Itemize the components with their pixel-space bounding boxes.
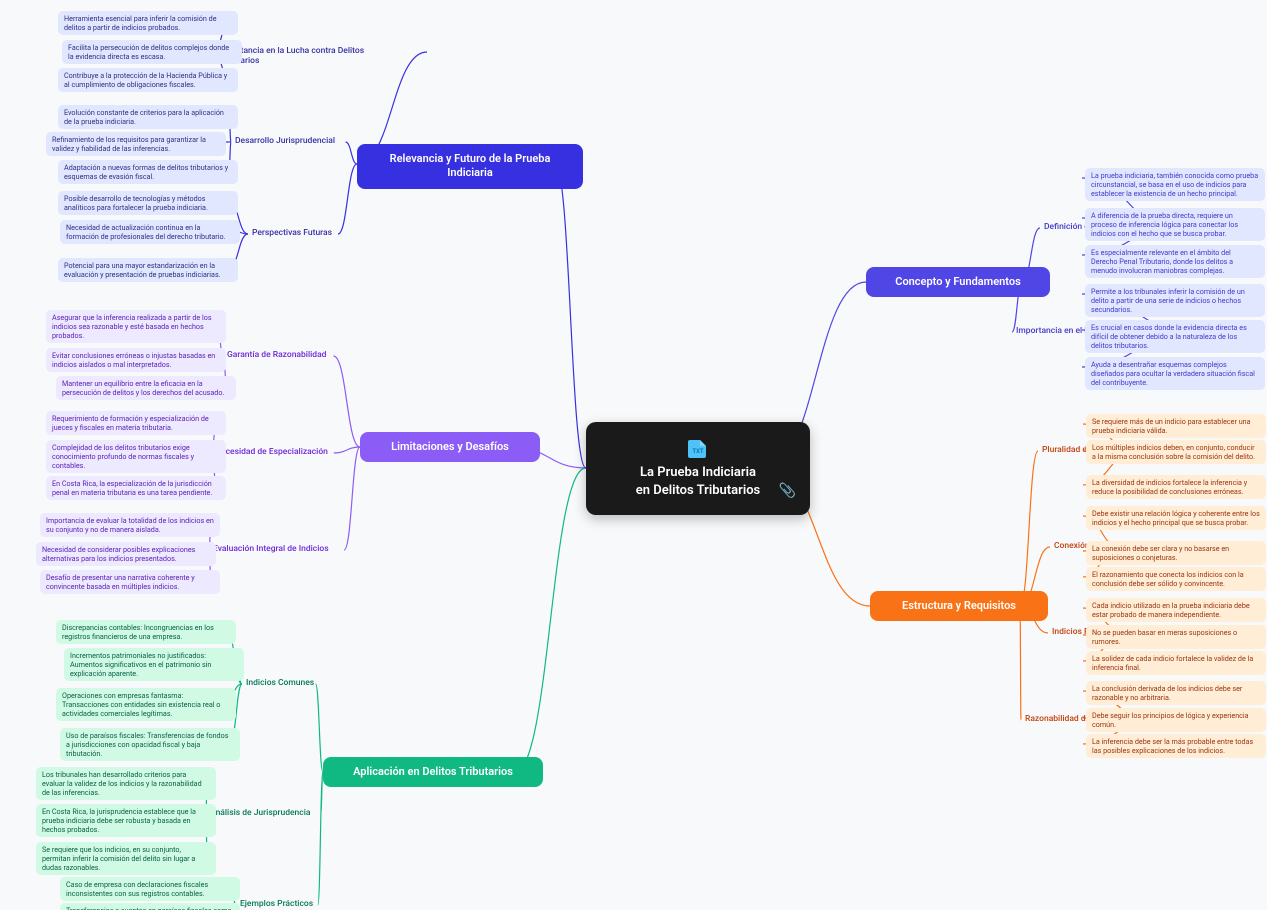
mindmap-canvas: TXTLa Prueba Indiciariaen Delitos Tribut… [0, 0, 1267, 910]
leaf-node: Necesidad de actualización continua en l… [60, 220, 240, 244]
leaf-node: Adaptación a nuevas formas de delitos tr… [58, 160, 238, 184]
leaf-node: Potencial para una mayor estandarización… [58, 258, 238, 282]
leaf-node: Herramienta esencial para inferir la com… [58, 11, 238, 35]
branch-node[interactable]: Relevancia y Futuro de la PruebaIndiciar… [357, 144, 583, 189]
leaf-node: Refinamiento de los requisitos para gara… [46, 132, 226, 156]
sub-node[interactable]: Desarrollo Jurisprudencial [235, 136, 335, 146]
leaf-node: Posible desarrollo de tecnologías y méto… [58, 191, 238, 215]
leaf-node: Evolución constante de criterios para la… [58, 105, 238, 129]
branch-b5: Relevancia y Futuro de la PruebaIndiciar… [0, 0, 1267, 910]
leaf-node: Contribuye a la protección de la Haciend… [58, 68, 238, 92]
sub-node[interactable]: Perspectivas Futuras [252, 228, 332, 238]
leaf-node: Facilita la persecución de delitos compl… [62, 40, 242, 64]
